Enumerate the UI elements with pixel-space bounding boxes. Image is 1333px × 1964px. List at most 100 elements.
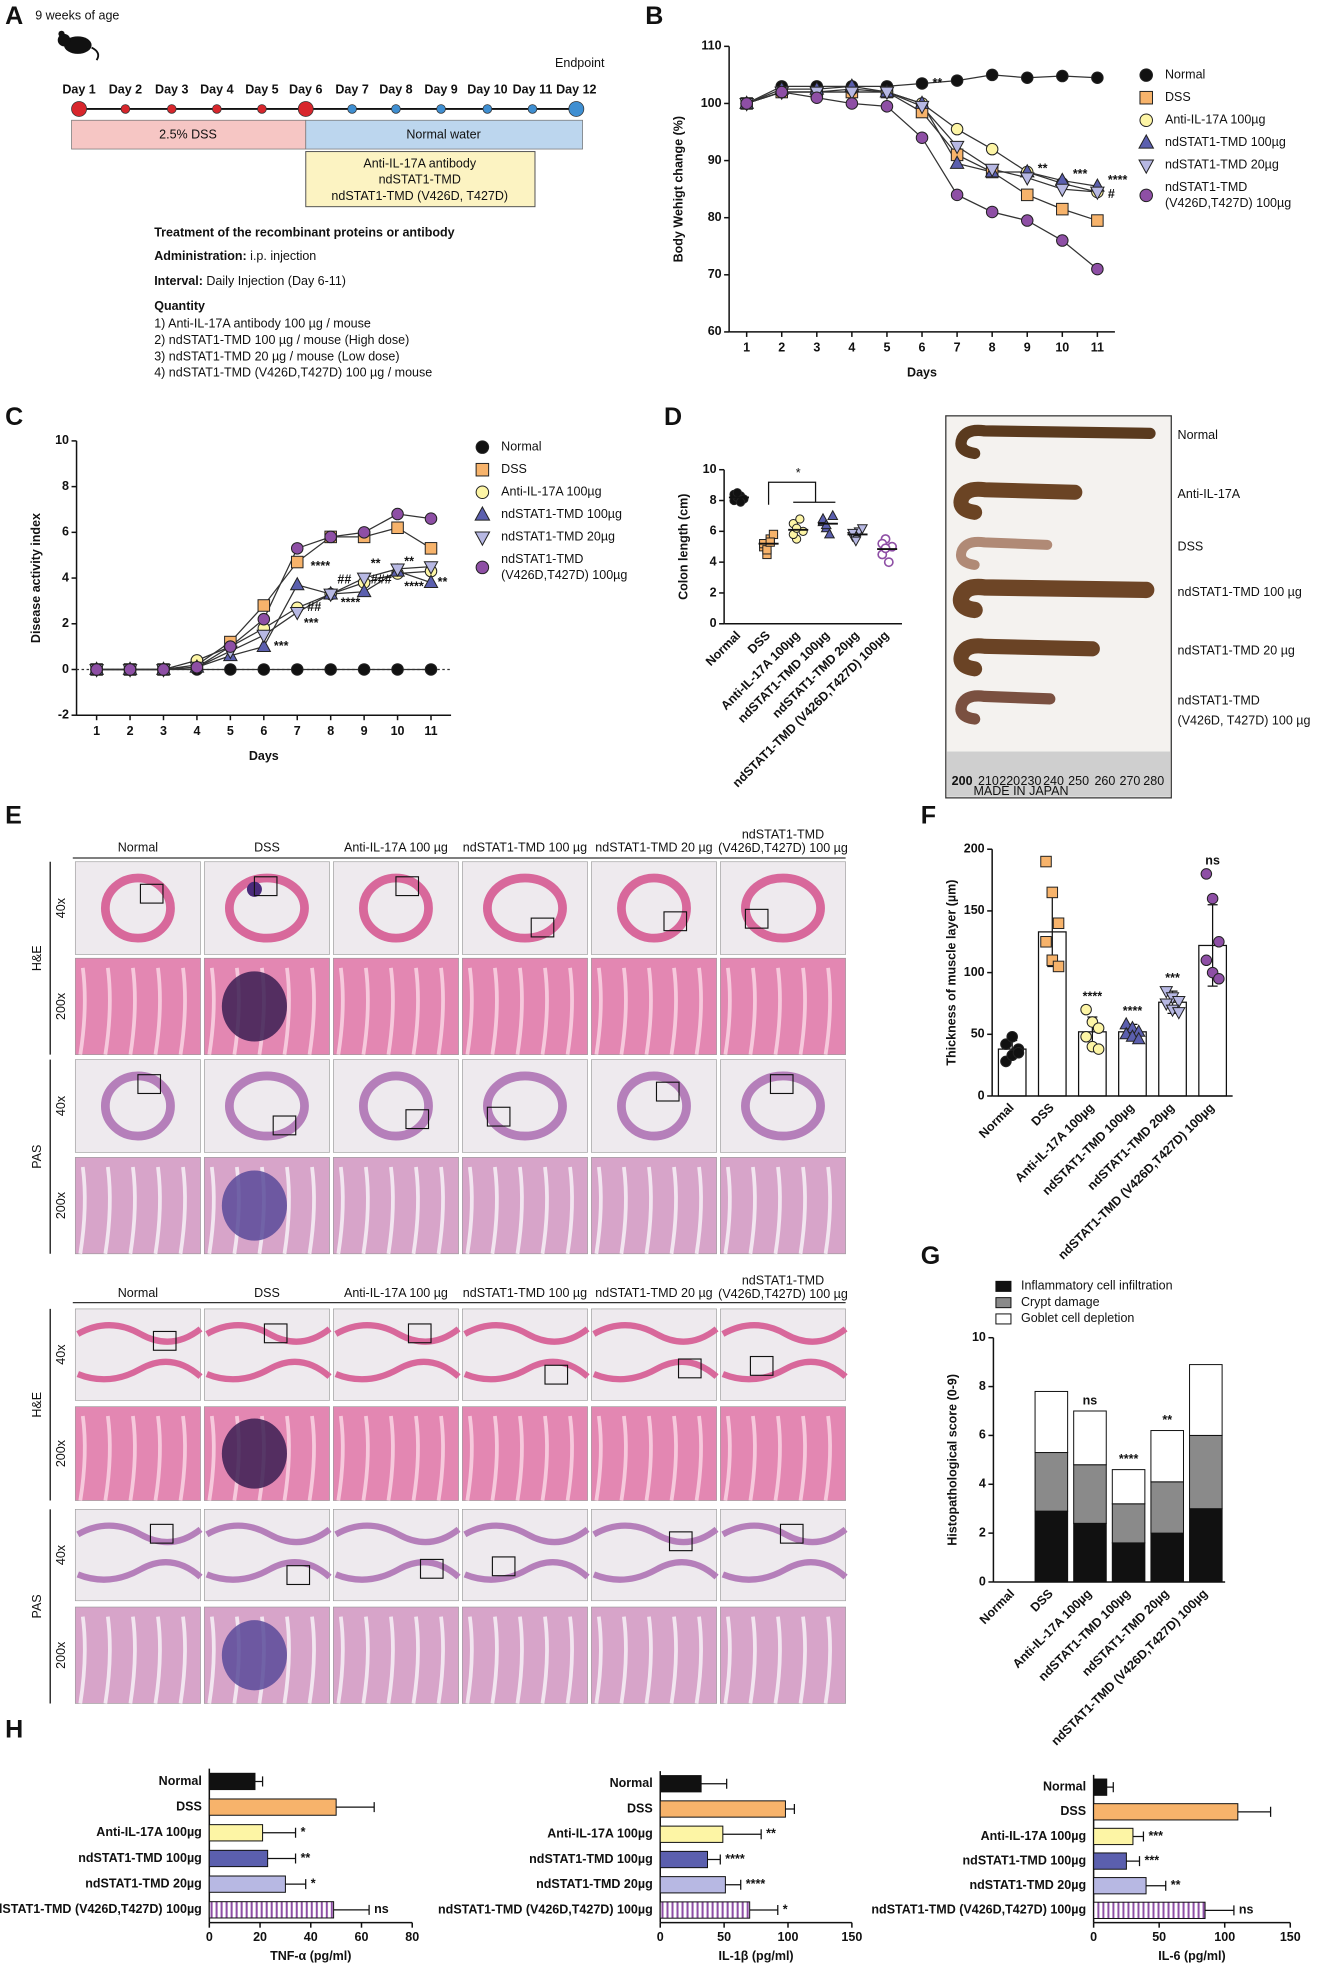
magnification-label: 40x (54, 1095, 68, 1116)
data-point (762, 545, 772, 555)
tissue (594, 1415, 603, 1501)
significance: ns (1083, 1393, 1098, 1407)
y-tick-label: 200 (964, 842, 985, 856)
significance: ### (371, 573, 392, 587)
tissue (411, 1415, 420, 1501)
tissue (334, 1522, 461, 1546)
day-label: Day 3 (155, 82, 188, 96)
bar-segment (1034, 1390, 1069, 1454)
y-tick-label: Normal (610, 1776, 653, 1790)
tissue (721, 1522, 848, 1546)
region-box (655, 1081, 680, 1102)
x-tick-label: 80 (405, 1930, 419, 1944)
y-axis-title: Thickness of muscle layer (µm) (944, 880, 958, 1066)
timeline-dot (297, 101, 314, 117)
micrograph (591, 957, 717, 1055)
significance: ** (766, 1827, 776, 1841)
bar-segment (1111, 1469, 1146, 1505)
tissue (153, 967, 162, 1055)
tissue (103, 1616, 112, 1704)
x-tick-label: DSS (1029, 1101, 1057, 1129)
region-box (668, 1531, 693, 1552)
legend-label: Anti-IL-17A 100µg (501, 485, 601, 499)
protocol-heading: Treatment of the recombinant proteins or… (154, 225, 454, 239)
y-tick-label: ndSTAT1-TMD 20µg (969, 1878, 1086, 1892)
legend-marker (1139, 113, 1153, 128)
y-tick-label: DSS (1060, 1804, 1086, 1818)
data-point (1012, 1047, 1025, 1059)
tissue (78, 1616, 87, 1704)
tissue (334, 1322, 461, 1345)
tissue (307, 967, 316, 1055)
y-tick-label: Anti-IL-17A 100µg (547, 1827, 652, 1841)
x-tick-label: 20 (253, 1930, 267, 1944)
day-label: Day 5 (245, 82, 278, 96)
tissue (207, 1415, 216, 1501)
tissue (721, 1358, 848, 1383)
data-point (290, 663, 304, 676)
micrograph (720, 1406, 846, 1501)
micrograph (74, 1406, 201, 1501)
data-point (1040, 936, 1052, 948)
treatment-label: Anti-IL-17A antibody (363, 156, 476, 170)
tissue (436, 1616, 445, 1704)
tissue (153, 1616, 162, 1704)
x-tick-label: 4 (193, 724, 200, 738)
significance: ns (374, 1902, 389, 1916)
tissue (741, 1071, 825, 1141)
tissue (178, 967, 187, 1055)
tissue (565, 967, 574, 1055)
tissue (798, 1166, 807, 1255)
y-tick-label: Anti-IL-17A 100µg (981, 1829, 1087, 1843)
sample-label: DSS (1178, 540, 1204, 554)
x-tick-label: 6 (260, 724, 267, 738)
tissue (436, 967, 445, 1055)
tissue (823, 1415, 832, 1501)
error-bar (336, 1802, 375, 1813)
micrograph (333, 1406, 459, 1501)
bar (208, 1875, 286, 1893)
tissue (723, 967, 732, 1055)
y-tick-label: 10 (55, 433, 69, 447)
legend-label: Normal (1165, 67, 1205, 81)
x-axis-title: IL-1β (pg/ml) (719, 1949, 794, 1963)
panel-letter: A (5, 2, 23, 30)
region-box (139, 883, 164, 904)
region-box (744, 908, 769, 929)
y-tick-label: 10 (703, 462, 717, 476)
panel-letter: D (664, 403, 682, 431)
data-point (791, 523, 802, 533)
tissue (436, 1415, 445, 1501)
column-header: ndSTAT1-TMD 100 µg (463, 840, 587, 854)
micrograph (74, 957, 201, 1055)
significance: *** (1148, 1829, 1163, 1843)
micrograph (462, 1157, 588, 1255)
significance: ** (438, 575, 448, 589)
tissue (723, 1616, 732, 1704)
magnification-label: 40x (54, 897, 68, 918)
tissue (773, 1166, 782, 1255)
x-tick-label: 0 (206, 1930, 213, 1944)
tissue (361, 1616, 370, 1704)
micrograph (462, 1509, 588, 1602)
data-point (1020, 214, 1034, 227)
x-tick-label: 0 (657, 1930, 664, 1944)
micrograph (591, 1606, 717, 1704)
tissue (100, 873, 175, 943)
significance: ** (1171, 1878, 1181, 1892)
data-point (357, 663, 371, 676)
legend-marker (474, 505, 491, 521)
bar (659, 1876, 726, 1894)
significance: *** (304, 616, 319, 630)
ruler-label: 210 (978, 774, 999, 788)
tissue (76, 1322, 203, 1345)
column-header: ndSTAT1-TMD 20 µg (595, 840, 712, 854)
y-tick-label: Normal (1043, 1779, 1086, 1793)
tissue (78, 967, 87, 1055)
data-point (423, 561, 439, 575)
y-tick-label: 50 (971, 1027, 985, 1041)
tissue (773, 967, 782, 1055)
y-tick-label: ndSTAT1-TMD 100µg (963, 1853, 1087, 1867)
y-tick-label: 6 (62, 525, 69, 539)
